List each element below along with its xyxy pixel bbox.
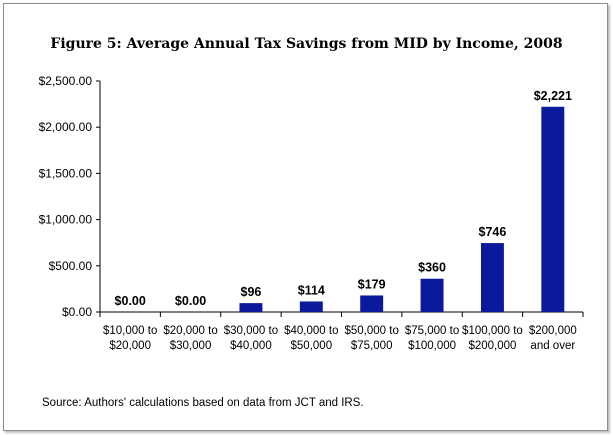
x-tick-label: $200,000 and over xyxy=(529,325,577,352)
data-label: $360 xyxy=(418,261,446,275)
y-tick-label: $0.00 xyxy=(62,305,92,319)
data-label: $0.00 xyxy=(115,294,146,308)
x-tick-label: $40,000 to $50,000 xyxy=(284,325,338,352)
chart-title: Figure 5: Average Annual Tax Savings fro… xyxy=(50,36,563,52)
data-label: $179 xyxy=(358,277,386,291)
bar xyxy=(360,295,384,312)
data-label: $2,221 xyxy=(534,89,572,103)
bar xyxy=(480,243,504,312)
bar xyxy=(541,106,565,312)
bars xyxy=(239,106,565,312)
y-tick-label: $2,500.00 xyxy=(39,74,93,88)
y-axis: $0.00 $500.00 $1,000.00 $1,500.00 $2,000.00 $… xyxy=(39,74,101,319)
data-label: $0.00 xyxy=(175,294,206,308)
x-tick-label: $30,000 to $40,000 xyxy=(224,325,278,352)
bar xyxy=(299,301,323,312)
data-labels: $0.00 $0.00 $96 $114 $179 $360 $746 $2,221 xyxy=(115,89,572,308)
y-tick-label: $2,000.00 xyxy=(39,120,93,134)
data-label: $746 xyxy=(479,225,507,239)
y-tick-label: $500.00 xyxy=(49,259,93,273)
data-label: $96 xyxy=(241,285,262,299)
data-label: $114 xyxy=(298,283,325,297)
y-tick-label: $1,000.00 xyxy=(39,213,93,227)
chart-frame xyxy=(3,3,608,431)
bar xyxy=(239,303,263,312)
x-tick-label: $50,000 to $75,000 xyxy=(345,325,399,352)
x-tick-label: $75,000 to $100,000 xyxy=(405,325,459,352)
x-tick-label: $20,000 to $30,000 xyxy=(163,325,217,352)
x-axis: $10,000 to $20,000$20,000 to $30,000 $30,00… xyxy=(99,311,584,352)
bar xyxy=(420,278,444,312)
x-tick-label: $10,000 to $20,000 xyxy=(103,325,157,352)
source-note: Source: Authors' calculations based on d… xyxy=(42,397,364,409)
x-tick-label: $100,000 to $200,000 xyxy=(462,325,523,352)
y-tick-label: $1,500.00 xyxy=(39,166,93,180)
